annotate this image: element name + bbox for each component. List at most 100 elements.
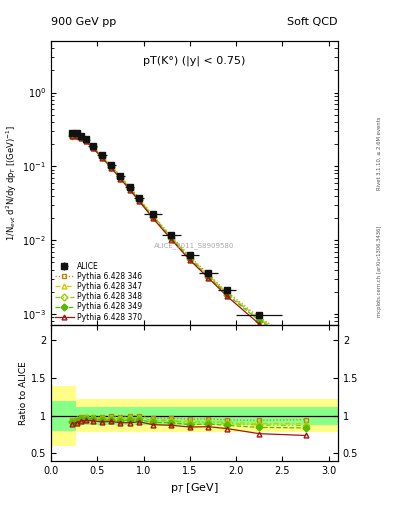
Pythia 6.428 370 <box>83 138 88 144</box>
Pythia 6.428 347 <box>90 143 95 150</box>
Pythia 6.428 349 <box>151 214 155 220</box>
Pythia 6.428 346 <box>151 212 155 218</box>
Pythia 6.428 347 <box>100 153 105 159</box>
Pythia 6.428 347 <box>74 132 79 138</box>
Pythia 6.428 370 <box>224 293 229 299</box>
Pythia 6.428 349 <box>187 256 192 262</box>
Pythia 6.428 349 <box>79 134 84 140</box>
Pythia 6.428 346 <box>127 184 132 190</box>
Pythia 6.428 349 <box>127 185 132 191</box>
Pythia 6.428 348 <box>151 214 155 220</box>
Pythia 6.428 370 <box>127 187 132 193</box>
Text: pT(K°) (|y| < 0.75): pT(K°) (|y| < 0.75) <box>143 55 246 66</box>
Pythia 6.428 349 <box>118 175 123 181</box>
Pythia 6.428 370 <box>257 321 262 327</box>
Pythia 6.428 347 <box>303 346 308 352</box>
Pythia 6.428 349 <box>137 197 141 203</box>
Pythia 6.428 349 <box>257 317 262 324</box>
Pythia 6.428 348 <box>100 154 105 160</box>
Pythia 6.428 347 <box>109 163 114 169</box>
Pythia 6.428 348 <box>79 134 84 140</box>
Pythia 6.428 370 <box>303 352 308 358</box>
Pythia 6.428 349 <box>109 164 114 170</box>
Pythia 6.428 348 <box>257 316 262 323</box>
Bar <box>51 399 338 432</box>
Pythia 6.428 370 <box>169 237 174 243</box>
Pythia 6.428 346 <box>137 195 141 201</box>
Pythia 6.428 348 <box>169 234 174 241</box>
Pythia 6.428 370 <box>79 135 84 141</box>
Legend: ALICE, Pythia 6.428 346, Pythia 6.428 347, Pythia 6.428 348, Pythia 6.428 349, P: ALICE, Pythia 6.428 346, Pythia 6.428 34… <box>53 260 144 323</box>
Pythia 6.428 346 <box>187 253 192 260</box>
Pythia 6.428 370 <box>187 257 192 263</box>
Bar <box>51 400 76 431</box>
Pythia 6.428 348 <box>187 255 192 261</box>
Pythia 6.428 347 <box>79 134 84 140</box>
Pythia 6.428 347 <box>257 316 262 322</box>
Pythia 6.428 348 <box>127 185 132 191</box>
Pythia 6.428 349 <box>100 154 105 160</box>
Pythia 6.428 370 <box>100 155 105 161</box>
Bar <box>51 386 76 446</box>
Line: Pythia 6.428 349: Pythia 6.428 349 <box>70 133 308 353</box>
Pythia 6.428 346 <box>109 163 114 169</box>
Pythia 6.428 346 <box>90 143 95 150</box>
Pythia 6.428 370 <box>118 176 123 182</box>
Pythia 6.428 348 <box>118 174 123 180</box>
Pythia 6.428 346 <box>74 132 79 138</box>
Pythia 6.428 349 <box>206 273 211 280</box>
Pythia 6.428 370 <box>151 215 155 221</box>
Bar <box>51 407 338 424</box>
Pythia 6.428 346 <box>83 136 88 142</box>
Pythia 6.428 346 <box>206 271 211 278</box>
Pythia 6.428 347 <box>127 184 132 190</box>
Pythia 6.428 347 <box>137 196 141 202</box>
Pythia 6.428 347 <box>224 290 229 296</box>
Pythia 6.428 347 <box>206 272 211 278</box>
Pythia 6.428 370 <box>74 134 79 140</box>
Pythia 6.428 347 <box>83 137 88 143</box>
Pythia 6.428 349 <box>169 235 174 241</box>
Text: ALICE_2011_S8909580: ALICE_2011_S8909580 <box>154 242 235 249</box>
Pythia 6.428 348 <box>83 137 88 143</box>
Line: Pythia 6.428 348: Pythia 6.428 348 <box>70 133 308 352</box>
Line: Pythia 6.428 370: Pythia 6.428 370 <box>70 134 308 357</box>
Pythia 6.428 349 <box>70 133 74 139</box>
Line: Pythia 6.428 346: Pythia 6.428 346 <box>70 132 308 349</box>
Pythia 6.428 370 <box>70 133 74 139</box>
Y-axis label: 1/N$_{evt}$ d$^{2}$N/dy dp$_{T}$ [(GeV)$^{-1}$]: 1/N$_{evt}$ d$^{2}$N/dy dp$_{T}$ [(GeV)$… <box>5 125 20 241</box>
Pythia 6.428 348 <box>74 133 79 139</box>
Pythia 6.428 348 <box>303 347 308 353</box>
Pythia 6.428 346 <box>100 153 105 159</box>
Pythia 6.428 347 <box>70 132 74 138</box>
Pythia 6.428 347 <box>151 213 155 219</box>
Pythia 6.428 346 <box>70 132 74 138</box>
Pythia 6.428 370 <box>90 145 95 151</box>
Pythia 6.428 348 <box>70 132 74 138</box>
Pythia 6.428 348 <box>137 196 141 202</box>
Text: Soft QCD: Soft QCD <box>288 16 338 27</box>
Pythia 6.428 370 <box>206 275 211 281</box>
Pythia 6.428 346 <box>169 233 174 239</box>
Text: 900 GeV pp: 900 GeV pp <box>51 16 116 27</box>
Pythia 6.428 349 <box>74 133 79 139</box>
Pythia 6.428 349 <box>303 348 308 354</box>
Pythia 6.428 349 <box>224 291 229 297</box>
Pythia 6.428 347 <box>169 234 174 240</box>
Pythia 6.428 348 <box>224 291 229 297</box>
Pythia 6.428 370 <box>137 198 141 204</box>
Pythia 6.428 349 <box>90 144 95 151</box>
Pythia 6.428 347 <box>187 254 192 261</box>
Line: Pythia 6.428 347: Pythia 6.428 347 <box>70 132 308 351</box>
Pythia 6.428 370 <box>109 165 114 171</box>
Pythia 6.428 346 <box>79 133 84 139</box>
Pythia 6.428 348 <box>90 144 95 150</box>
Pythia 6.428 346 <box>118 173 123 179</box>
Pythia 6.428 346 <box>303 344 308 350</box>
Pythia 6.428 346 <box>224 289 229 295</box>
Text: Rivet 3.1.10, ≥ 2.6M events: Rivet 3.1.10, ≥ 2.6M events <box>377 117 382 190</box>
Pythia 6.428 348 <box>206 272 211 279</box>
Pythia 6.428 347 <box>118 174 123 180</box>
Text: mcplots.cern.ch [arXiv:1306.3436]: mcplots.cern.ch [arXiv:1306.3436] <box>377 226 382 317</box>
Y-axis label: Ratio to ALICE: Ratio to ALICE <box>19 361 28 425</box>
